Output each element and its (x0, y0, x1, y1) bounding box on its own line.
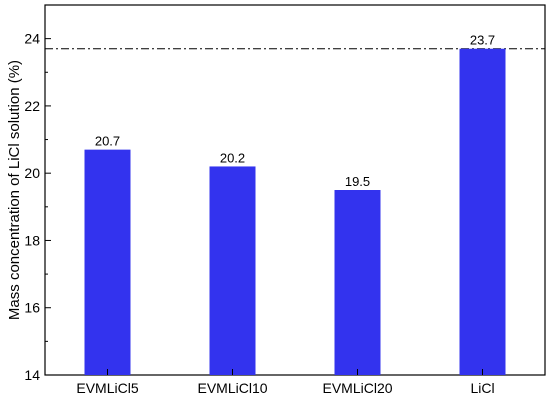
y-tick-label: 16 (24, 300, 40, 316)
y-tick-label: 22 (24, 98, 40, 114)
bar-EVMLiCl20 (334, 190, 381, 375)
y-tick-label: 18 (24, 232, 40, 248)
data-label-EVMLiCl5: 20.7 (95, 134, 120, 149)
x-tick-label-EVMLiCl10: EVMLiCl10 (197, 380, 267, 396)
y-tick-label: 14 (24, 367, 40, 383)
bar-EVMLiCl10 (209, 166, 256, 375)
data-label-LiCl: 23.7 (470, 33, 495, 48)
y-tick-label: 24 (24, 31, 40, 47)
plot-frame (44, 4, 546, 376)
data-label-EVMLiCl20: 19.5 (345, 174, 370, 189)
x-tick-label-EVMLiCl20: EVMLiCl20 (322, 380, 392, 396)
y-axis-ticks: 14 16 18 20 22 24 (24, 31, 51, 383)
bars (84, 48, 506, 376)
bar-LiCl (459, 48, 506, 376)
y-axis-title: Mass concentration of LiCl solution (%) (6, 60, 23, 320)
y-tick-label: 20 (24, 165, 40, 181)
x-tick-label-EVMLiCl5: EVMLiCl5 (76, 380, 138, 396)
data-labels: 20.7 20.2 19.5 23.7 (95, 33, 495, 189)
data-label-EVMLiCl10: 20.2 (220, 150, 245, 165)
x-axis-ticks: EVMLiCl5 EVMLiCl10 EVMLiCl20 LiCl (76, 369, 495, 396)
x-tick-label-LiCl: LiCl (470, 380, 494, 396)
bar-EVMLiCl5 (84, 149, 131, 375)
